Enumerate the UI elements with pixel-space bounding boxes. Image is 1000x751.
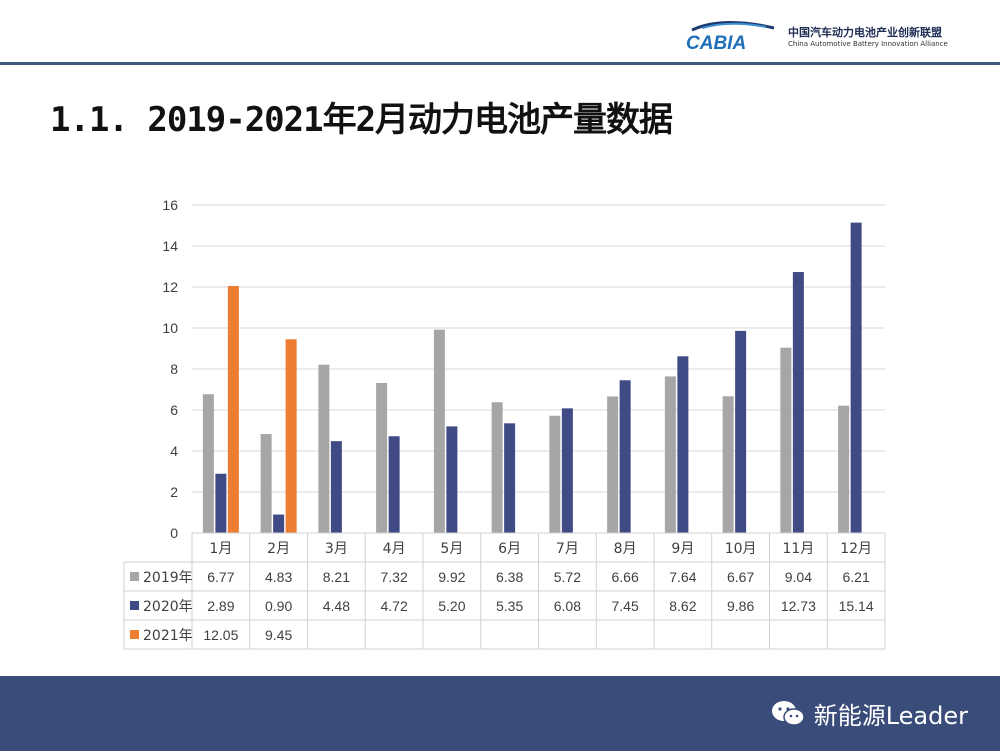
x-tick-label: 5月: [440, 541, 463, 557]
bar: [376, 382, 388, 533]
bar: [664, 376, 676, 533]
bar: [285, 339, 297, 533]
y-tick-label: 0: [170, 525, 178, 541]
data-label: 8.21: [323, 569, 350, 585]
y-tick-label: 14: [162, 238, 178, 254]
x-tick-label: 2月: [267, 541, 290, 557]
x-tick-label: 4月: [383, 541, 406, 557]
data-label: 5.35: [496, 598, 523, 614]
data-label: 5.72: [554, 569, 581, 585]
bar: [561, 408, 573, 533]
watermark: 新能源Leader: [770, 696, 968, 731]
bar: [607, 396, 619, 533]
bar: [838, 405, 850, 533]
x-tick-label: 1月: [209, 541, 232, 557]
legend-swatch: [130, 601, 139, 610]
bar: [792, 272, 804, 533]
x-tick-label: 12月: [840, 541, 872, 557]
bar: [504, 423, 516, 533]
y-tick-label: 4: [170, 443, 178, 459]
cabia-logo: CABIA 中国汽车动力电池产业创新联盟 China Automotive Ba…: [682, 18, 982, 58]
bar: [273, 514, 285, 533]
org-name-cn: 中国汽车动力电池产业创新联盟: [788, 26, 942, 39]
y-tick-label: 16: [162, 197, 178, 213]
y-tick-label: 10: [162, 320, 178, 336]
y-tick-label: 6: [170, 402, 178, 418]
data-label: 12.73: [781, 598, 816, 614]
legend-label: 2019年: [143, 570, 193, 586]
bar: [318, 364, 330, 533]
cabia-logo-mark: CABIA: [686, 21, 775, 54]
x-tick-label: 8月: [614, 541, 637, 557]
bar: [780, 347, 792, 533]
y-tick-label: 2: [170, 484, 178, 500]
data-label: 6.38: [496, 569, 523, 585]
bar: [850, 222, 862, 533]
x-tick-label: 9月: [671, 541, 694, 557]
bar: [388, 436, 400, 533]
data-label: 9.86: [727, 598, 754, 614]
y-tick-label: 12: [162, 279, 178, 295]
bar: [446, 426, 458, 533]
data-label: 6.67: [727, 569, 754, 585]
data-label: 4.83: [265, 569, 292, 585]
svg-text:CABIA: CABIA: [686, 33, 746, 54]
data-label: 2.89: [207, 598, 234, 614]
x-tick-label: 11月: [782, 541, 814, 557]
data-label: 4.48: [323, 598, 350, 614]
bar: [260, 433, 272, 533]
data-label: 9.92: [438, 569, 465, 585]
header-rule: [0, 62, 1000, 65]
data-label: 15.14: [839, 598, 874, 614]
bar: [215, 473, 227, 533]
data-label: 6.77: [207, 569, 234, 585]
data-label: 7.45: [612, 598, 639, 614]
slide-title: 1.1. 2019-2021年2月动力电池产量数据: [50, 100, 673, 140]
data-label: 6.66: [612, 569, 639, 585]
data-label: 6.21: [843, 569, 870, 585]
data-label: 9.04: [785, 569, 812, 585]
x-tick-label: 10月: [725, 541, 757, 557]
watermark-text: 新能源Leader: [813, 702, 968, 730]
data-label: 8.62: [669, 598, 696, 614]
data-label: 0.90: [265, 598, 292, 614]
legend-label: 2020年: [143, 599, 193, 615]
bar: [491, 402, 503, 533]
data-label: 7.32: [381, 569, 408, 585]
bar: [202, 394, 214, 533]
data-label: 5.20: [438, 598, 465, 614]
data-label: 9.45: [265, 627, 292, 643]
x-tick-label: 3月: [325, 541, 348, 557]
wechat-icon: [771, 700, 805, 726]
legend-swatch: [130, 572, 139, 581]
data-label: 6.08: [554, 598, 581, 614]
data-label: 4.72: [381, 598, 408, 614]
y-tick-label: 8: [170, 361, 178, 377]
org-name-en: China Automotive Battery Innovation Alli…: [788, 40, 948, 48]
data-label: 12.05: [203, 627, 238, 643]
legend-label: 2021年: [143, 628, 193, 644]
footer-bar: 新能源Leader: [0, 676, 1000, 751]
bar: [735, 330, 747, 533]
x-tick-label: 7月: [556, 541, 579, 557]
bar: [227, 285, 239, 533]
bar: [549, 415, 561, 533]
bar: [722, 396, 734, 533]
bar: [677, 356, 689, 533]
bar: [619, 380, 631, 533]
legend-swatch: [130, 630, 139, 639]
bar: [433, 329, 445, 533]
data-label: 7.64: [669, 569, 696, 585]
bar: [330, 441, 342, 533]
x-tick-label: 6月: [498, 541, 521, 557]
